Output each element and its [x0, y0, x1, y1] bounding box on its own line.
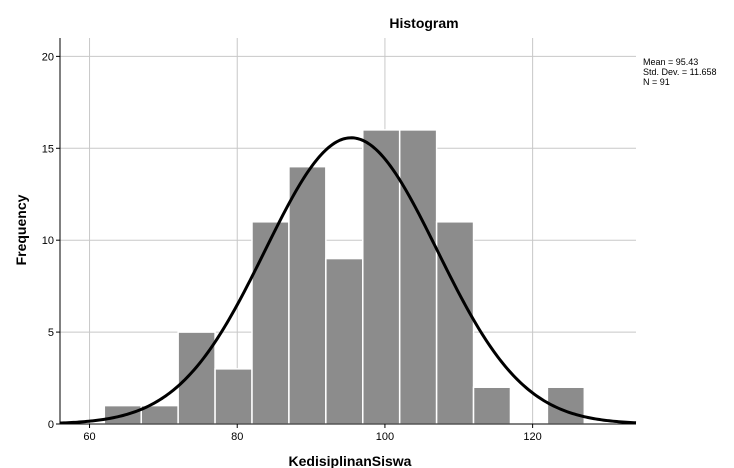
y-tick-label-20: 20 — [42, 51, 54, 63]
y-tick-label-15: 15 — [42, 143, 54, 155]
stats-box: Mean = 95.43 Std. Dev. = 11.658 N = 91 — [643, 57, 716, 87]
axes — [59, 38, 636, 425]
x-tick-label-60: 60 — [83, 431, 95, 443]
x-tick-label-100: 100 — [376, 431, 394, 443]
bar-6 — [325, 257, 364, 425]
stats-mean: Mean = 95.43 — [643, 57, 699, 67]
bar-7 — [362, 129, 401, 425]
bar-5 — [288, 165, 327, 425]
bar-3 — [214, 368, 253, 425]
x-tick-label-80: 80 — [231, 431, 243, 443]
bar-9 — [435, 221, 475, 425]
stats-n: N = 91 — [643, 77, 670, 87]
y-tick-label-5: 5 — [48, 327, 54, 339]
y-tick-label-0: 0 — [48, 419, 54, 431]
y-tick-labels: 0 5 10 15 20 — [42, 51, 60, 431]
x-axis-label: KedisiplinanSiswa — [289, 453, 412, 468]
x-tick-label-120: 120 — [523, 431, 541, 443]
bar-10 — [472, 386, 512, 425]
bar-8 — [398, 129, 438, 425]
bar-4 — [251, 221, 290, 425]
stats-std-dev: Std. Dev. = 11.658 — [643, 67, 717, 77]
chart-title: Histogram — [389, 15, 458, 31]
x-tick-labels: 60 80 100 120 — [83, 424, 542, 443]
bar-2 — [177, 331, 216, 425]
normal-curve — [59, 136, 637, 425]
y-tick-label-10: 10 — [42, 235, 54, 247]
y-axis-label: Frequency — [13, 194, 29, 265]
